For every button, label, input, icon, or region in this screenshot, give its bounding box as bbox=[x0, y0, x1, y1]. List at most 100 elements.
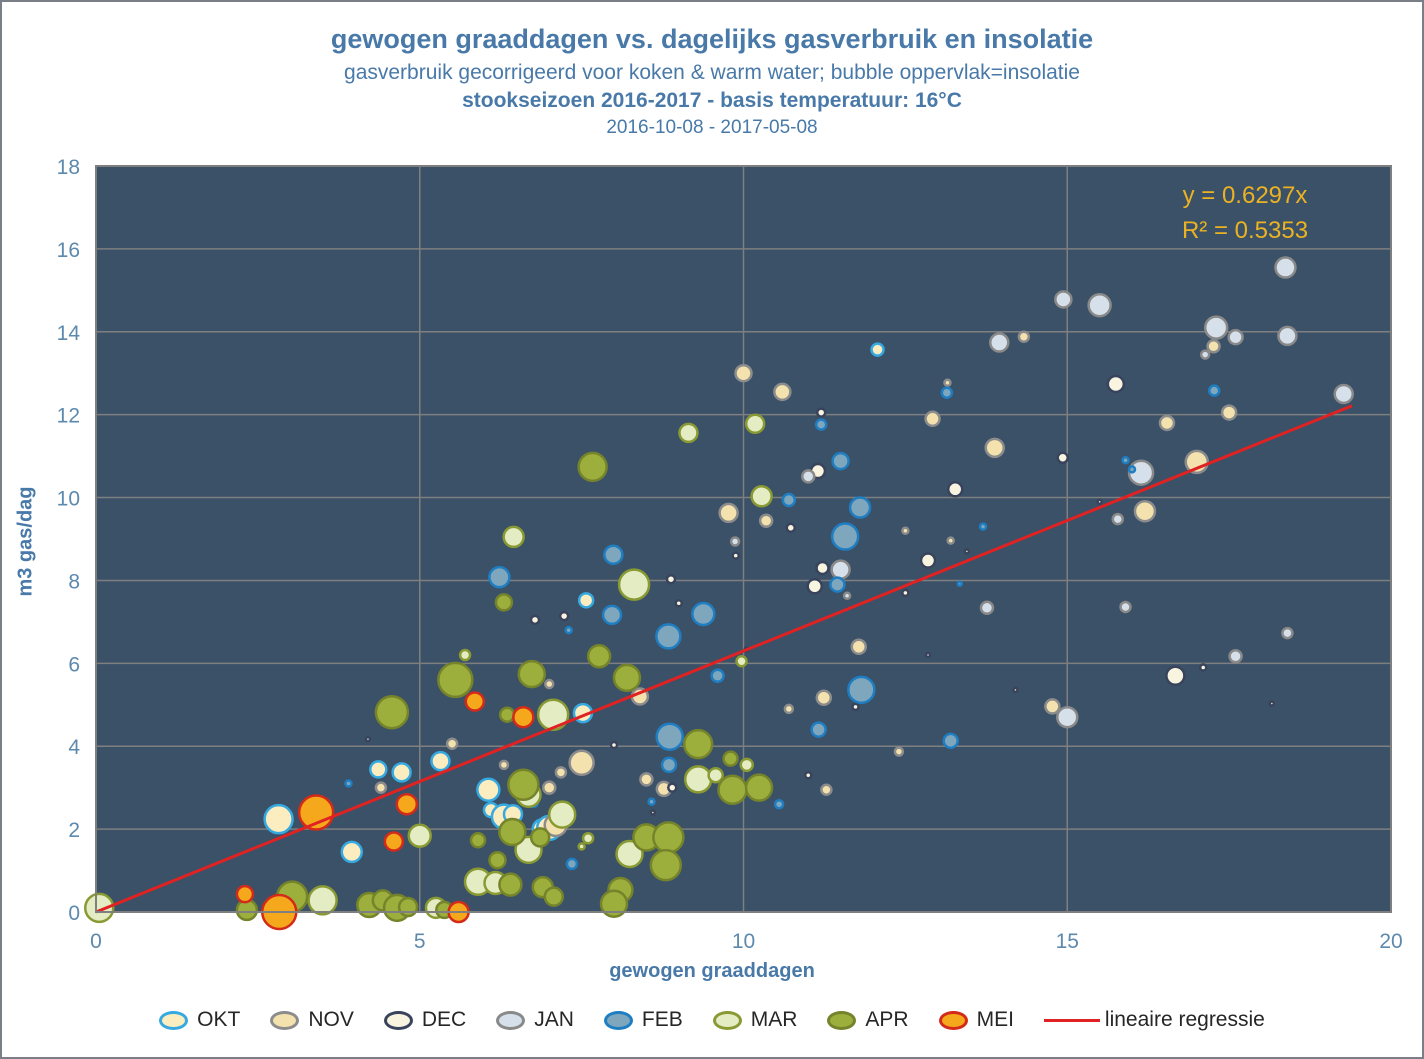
bubble-dec bbox=[1012, 686, 1019, 694]
bubble-dec bbox=[963, 548, 971, 555]
bubble-apr bbox=[437, 661, 474, 699]
bubble-jan bbox=[1087, 293, 1112, 318]
bubble-mei bbox=[395, 792, 419, 816]
bubble-dec bbox=[649, 809, 657, 816]
bubble-apr bbox=[543, 886, 565, 907]
bubble-dec bbox=[665, 573, 677, 585]
bubble-apr bbox=[498, 817, 527, 847]
bubble-dec bbox=[364, 735, 372, 743]
bubble-mar bbox=[615, 839, 644, 869]
bubble-jan bbox=[1281, 626, 1294, 640]
bubble-mar bbox=[617, 568, 651, 601]
bubble-apr bbox=[374, 694, 410, 730]
bubble-nov bbox=[758, 513, 774, 529]
bubble-dec bbox=[674, 598, 683, 608]
bubble-feb bbox=[655, 722, 684, 751]
bubble-feb bbox=[488, 565, 511, 589]
bubble-feb bbox=[1207, 384, 1221, 397]
bubble-dec bbox=[924, 651, 932, 659]
bubble-okt bbox=[577, 592, 595, 609]
bubble-mar bbox=[83, 892, 115, 924]
bubble-jan bbox=[979, 600, 995, 616]
bubble-dec bbox=[1268, 700, 1276, 707]
bubble-jan bbox=[830, 559, 851, 580]
bubble-nov bbox=[1220, 404, 1238, 421]
bubble-dec bbox=[558, 610, 570, 622]
bubble-dec bbox=[804, 770, 813, 780]
bubble-nov bbox=[1017, 330, 1031, 344]
bubble-feb bbox=[831, 451, 850, 471]
bubble-mar bbox=[707, 766, 724, 784]
x-tick-label: 15 bbox=[1056, 930, 1079, 953]
bubble-mar bbox=[581, 831, 595, 845]
bubble-apr bbox=[469, 832, 487, 849]
x-tick-label: 10 bbox=[732, 930, 755, 953]
bubble-nov bbox=[718, 502, 739, 524]
bubble-feb bbox=[691, 601, 716, 627]
legend-regression-label: lineaire regressie bbox=[1104, 1008, 1265, 1031]
bubble-feb bbox=[978, 522, 988, 531]
bubble-jan bbox=[1274, 256, 1297, 279]
bubble-mar bbox=[577, 842, 586, 851]
regression-equation: y = 0.6297x bbox=[1182, 182, 1308, 209]
bubble-nov bbox=[1133, 499, 1157, 523]
bubble-dec bbox=[731, 551, 740, 560]
y-axis-title: m3 gas/dag bbox=[14, 486, 37, 597]
y-tick-label: 2 bbox=[68, 819, 80, 842]
bubble-feb bbox=[830, 522, 860, 551]
bubble-apr bbox=[498, 872, 523, 897]
bubble-dec bbox=[815, 560, 830, 576]
bubble-feb bbox=[781, 492, 797, 508]
legend-swatch-mei bbox=[938, 1010, 968, 1030]
bubble-okt bbox=[263, 803, 294, 835]
bubble-feb bbox=[942, 732, 959, 750]
bubble-nov bbox=[850, 638, 868, 656]
bubble-nov bbox=[544, 678, 555, 690]
legend-item-apr: APR bbox=[827, 1008, 909, 1032]
bubble-jan bbox=[801, 469, 816, 484]
bubble-okt bbox=[476, 777, 501, 802]
bubble-dec bbox=[1198, 663, 1208, 672]
bubble-jan bbox=[1203, 315, 1229, 340]
bubble-okt bbox=[369, 760, 388, 779]
bubble-mar bbox=[407, 823, 432, 848]
legend-swatch-nov bbox=[270, 1010, 300, 1030]
bubble-dec bbox=[851, 702, 860, 712]
bubble-feb bbox=[710, 668, 725, 684]
bubble-feb bbox=[655, 623, 682, 650]
bubble-apr bbox=[717, 774, 748, 805]
bubble-dec bbox=[1165, 665, 1186, 687]
legend-label: MEI bbox=[976, 1008, 1014, 1031]
legend-item-okt: OKT bbox=[159, 1008, 240, 1032]
bubble-feb bbox=[344, 779, 353, 788]
bubble-apr bbox=[586, 644, 612, 669]
bubble-nov bbox=[554, 766, 568, 779]
bubble-nov bbox=[924, 410, 941, 428]
legend-item-mei: MEI bbox=[938, 1008, 1014, 1032]
season-line: stookseizoen 2016-2017 - basis temperatu… bbox=[462, 89, 962, 112]
regression-annotation: y = 0.6297x R² = 0.5353 bbox=[1130, 178, 1360, 248]
bubble-feb bbox=[647, 797, 656, 807]
bubble-nov bbox=[542, 780, 557, 795]
bubble-feb bbox=[848, 496, 872, 519]
bubble-okt bbox=[430, 750, 451, 772]
legend-swatch-jan bbox=[496, 1010, 526, 1030]
bubble-mar bbox=[502, 525, 525, 549]
bubble-dec bbox=[1096, 498, 1103, 505]
bubble-mei bbox=[383, 831, 405, 852]
bubble-apr bbox=[744, 773, 774, 802]
legend-swatch-feb bbox=[603, 1010, 633, 1030]
bubble-nov bbox=[1158, 414, 1176, 432]
bubble-feb bbox=[847, 675, 876, 705]
bubble-dec bbox=[1106, 374, 1126, 394]
bubble-dec bbox=[919, 552, 937, 569]
y-tick-label: 4 bbox=[68, 736, 80, 759]
x-tick-label: 5 bbox=[414, 930, 426, 953]
legend-item-feb: FEB bbox=[603, 1008, 683, 1032]
bubble-jan bbox=[729, 536, 741, 547]
bubble-jan bbox=[842, 591, 852, 601]
bubble-jan bbox=[1199, 349, 1211, 360]
bubble-nov bbox=[1044, 698, 1061, 715]
legend-label: FEB bbox=[641, 1008, 683, 1031]
